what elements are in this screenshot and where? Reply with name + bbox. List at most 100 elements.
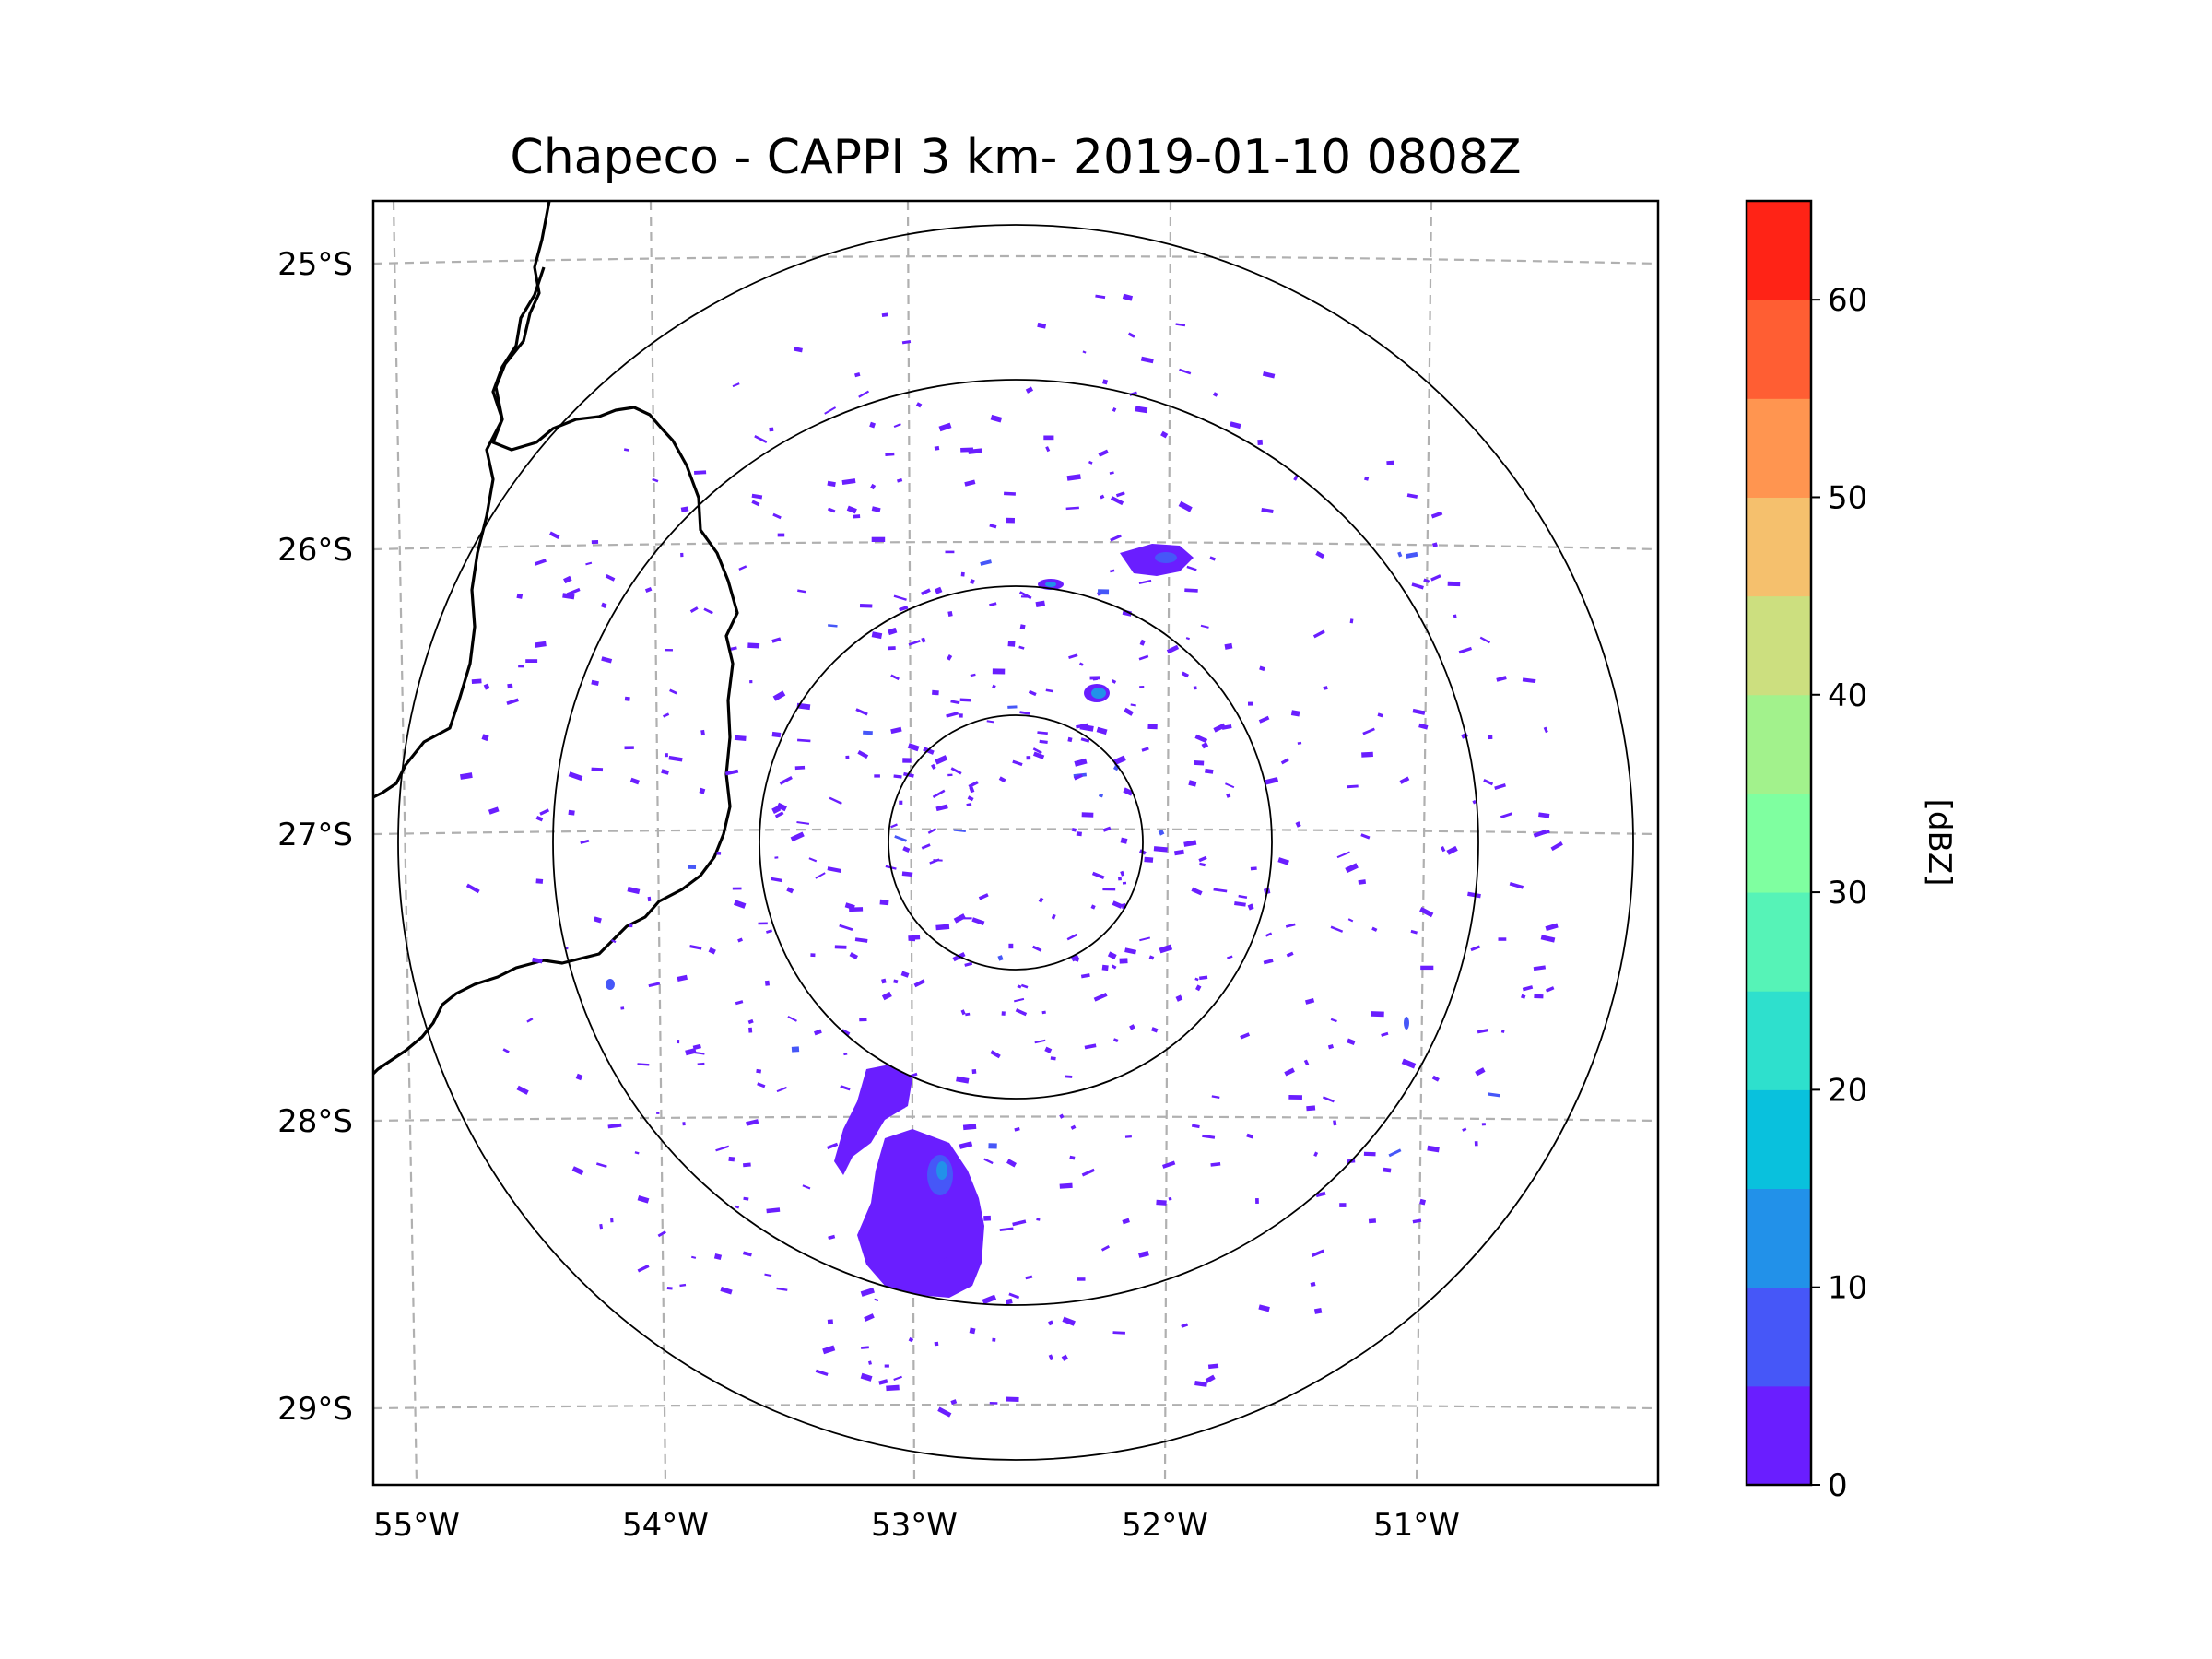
echo-speckle bbox=[1090, 904, 1096, 910]
echo-speckle bbox=[1533, 965, 1547, 971]
echo-speckle bbox=[1080, 973, 1090, 979]
echo-speckle bbox=[1327, 1043, 1335, 1050]
echo-speckle bbox=[983, 1215, 991, 1221]
echo-speckle bbox=[1185, 637, 1190, 641]
echo-speckle bbox=[735, 1000, 744, 1006]
colorbar-tick-label-50: 50 bbox=[1828, 479, 1867, 516]
echo-speckle bbox=[663, 712, 670, 718]
echo-speckle bbox=[1447, 581, 1461, 587]
echo-speckle bbox=[647, 896, 652, 902]
echo-speckle bbox=[947, 653, 953, 661]
echo-speckle bbox=[1199, 975, 1208, 981]
echo-speckle bbox=[771, 731, 782, 738]
echo-speckle bbox=[950, 767, 962, 775]
echo-speckle bbox=[935, 586, 943, 594]
echo-speckle bbox=[992, 1337, 996, 1342]
echo-speckle bbox=[1224, 642, 1233, 650]
echo-speckle bbox=[1467, 891, 1481, 899]
echo-speckle bbox=[796, 821, 810, 825]
echo-speckle bbox=[860, 1372, 873, 1382]
echo-speckle bbox=[715, 1145, 730, 1152]
echo-speckle bbox=[1248, 701, 1253, 706]
echo-speckle bbox=[516, 1085, 529, 1095]
echo-speckle bbox=[1382, 1167, 1392, 1173]
echo-speckle bbox=[934, 1341, 939, 1347]
echo-speckle bbox=[844, 902, 855, 911]
colorbar-band-0 bbox=[1747, 1385, 1811, 1486]
echo-speckle bbox=[1479, 636, 1491, 644]
echo-speckle bbox=[1130, 703, 1136, 707]
echo-speckle bbox=[677, 1040, 680, 1044]
echo-speckle bbox=[1091, 871, 1105, 880]
echo-speckle bbox=[1381, 1031, 1389, 1037]
echo-speckle bbox=[1148, 955, 1155, 960]
echo-speckle bbox=[539, 808, 550, 816]
echo-speckle bbox=[815, 872, 826, 879]
echo-speckle bbox=[1234, 900, 1246, 907]
echo-speckle bbox=[791, 1046, 800, 1053]
echo-speckle bbox=[627, 886, 641, 895]
echo-speckle bbox=[1361, 751, 1373, 758]
echo-speckle bbox=[1015, 1008, 1028, 1017]
echo-speckle bbox=[743, 1196, 749, 1201]
echo-speckle bbox=[874, 1298, 879, 1301]
echo-speckle bbox=[516, 593, 524, 599]
echo-speckle bbox=[1034, 1039, 1046, 1044]
echo-speckle bbox=[1084, 1043, 1097, 1050]
echo-speckle bbox=[1418, 723, 1429, 730]
echo-speckle bbox=[1123, 787, 1134, 796]
longitude-labels: 55°W 54°W 53°W 52°W 51°W bbox=[373, 1507, 1460, 1544]
echo-speckle bbox=[893, 979, 899, 984]
echo-speckle bbox=[893, 594, 907, 601]
echo-speckle bbox=[1221, 724, 1232, 730]
echo-speckle bbox=[689, 606, 699, 613]
echo-speckle bbox=[1225, 782, 1235, 789]
echo-speckle bbox=[652, 477, 659, 483]
echo-speckle bbox=[1008, 943, 1014, 949]
echo-speckle bbox=[969, 786, 975, 794]
echo-speckle bbox=[935, 804, 948, 812]
echo-speckle bbox=[772, 512, 782, 520]
echo-speckle bbox=[507, 683, 513, 689]
echo-speckle bbox=[629, 777, 640, 785]
echo-speckle bbox=[1194, 734, 1208, 744]
echo-speckle bbox=[483, 683, 490, 690]
echo-speckle bbox=[890, 823, 898, 829]
echo-speckle bbox=[786, 887, 794, 894]
echo-speckle bbox=[843, 1053, 848, 1056]
echo-speckle bbox=[1205, 768, 1214, 774]
echo-speckle bbox=[1521, 994, 1526, 999]
echo-speckle bbox=[1178, 500, 1193, 512]
colorbar-band-5 bbox=[1747, 1287, 1811, 1387]
colorbar-tick-label-10: 10 bbox=[1828, 1270, 1867, 1307]
echo-speckle bbox=[1475, 1067, 1486, 1077]
echo-speckle bbox=[776, 1287, 788, 1291]
echo-speckle bbox=[460, 772, 473, 780]
echo-speckle bbox=[1138, 1250, 1149, 1258]
echo-speckle bbox=[1230, 421, 1241, 429]
echo-speckle bbox=[1025, 1275, 1033, 1280]
echo-speckle bbox=[1277, 857, 1289, 865]
echo-speckle bbox=[828, 624, 838, 628]
echo-speckle bbox=[535, 641, 547, 648]
echo-speckle bbox=[1419, 907, 1434, 918]
echo-speckle bbox=[874, 774, 880, 778]
echo-speckle bbox=[1545, 986, 1555, 993]
echo-speckle bbox=[1333, 1120, 1337, 1126]
echo-speckle bbox=[822, 1345, 836, 1355]
echo-speckle bbox=[764, 980, 771, 986]
echo-speckle bbox=[970, 673, 976, 677]
echo-speckle bbox=[815, 1369, 829, 1377]
echo-speckle bbox=[1019, 624, 1026, 630]
echo-speckle bbox=[1313, 1151, 1319, 1157]
colorbar-band-60 bbox=[1747, 201, 1811, 300]
parallel-25s bbox=[373, 254, 1658, 265]
echo-speckle bbox=[998, 776, 1006, 783]
lat-label-29s: 29°S bbox=[277, 1391, 353, 1428]
echo-speckle bbox=[938, 422, 952, 432]
echo-speckle bbox=[1045, 688, 1054, 693]
echo-speckle bbox=[1198, 855, 1207, 863]
echo-speckle bbox=[1051, 913, 1056, 920]
echo-speckle bbox=[1303, 1059, 1310, 1066]
echo-speckle bbox=[754, 434, 768, 443]
